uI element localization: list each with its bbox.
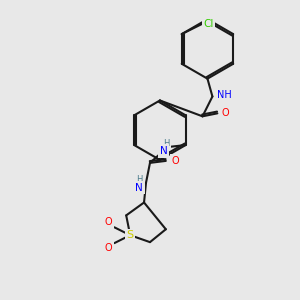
- Text: N: N: [135, 183, 143, 193]
- Text: O: O: [105, 217, 112, 227]
- Text: NH: NH: [217, 89, 232, 100]
- Text: O: O: [172, 156, 180, 166]
- Text: N: N: [160, 146, 168, 156]
- Text: O: O: [105, 243, 112, 253]
- Text: Cl: Cl: [203, 19, 214, 29]
- Text: S: S: [127, 230, 134, 240]
- Text: H: H: [136, 175, 142, 184]
- Text: O: O: [221, 108, 229, 118]
- Text: H: H: [163, 139, 169, 148]
